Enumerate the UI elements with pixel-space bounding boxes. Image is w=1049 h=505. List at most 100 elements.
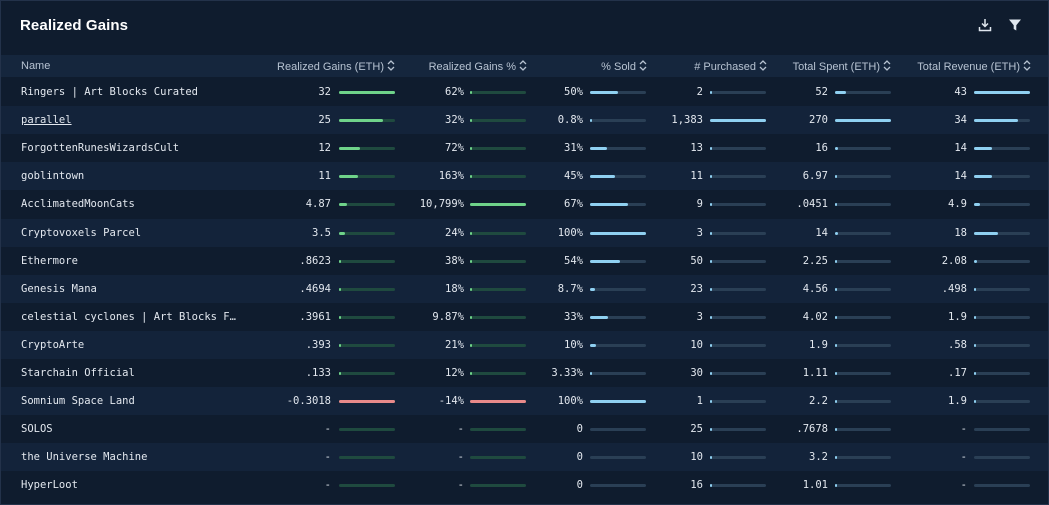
table-row[interactable]: parallel 25 32% 0.8% 1,383 270 34 <box>1 106 1048 135</box>
bar-fill <box>974 203 980 207</box>
bar-track <box>835 456 891 460</box>
column-header-realized-gains-eth[interactable]: Realized Gains (ETH) <box>253 60 395 73</box>
table-row[interactable]: Ringers | Art Blocks Curated 32 62% 50% 2 52 4… <box>1 78 1048 106</box>
cell-gains-pct: 163% <box>438 170 464 183</box>
bar-fill <box>339 287 341 291</box>
table-row[interactable]: SOLOS - - 0 25 .7678 - <box>1 415 1048 443</box>
bar-fill <box>835 231 838 235</box>
table-row[interactable]: Ethermore .8623 38% 54% 50 2.25 2.08 <box>1 247 1048 275</box>
bar-track <box>590 400 646 404</box>
filter-icon[interactable] <box>1008 18 1024 34</box>
bar-track <box>835 400 891 404</box>
bar-fill <box>470 231 472 235</box>
bar-fill <box>835 428 837 432</box>
column-header-purchased[interactable]: # Purchased <box>661 60 767 73</box>
cell-gains-pct: -14% <box>438 395 464 408</box>
bar-track <box>590 456 646 460</box>
table-row[interactable]: ForgottenRunesWizardsCult 12 72% 31% 13 16 14 <box>1 134 1048 162</box>
bar-fill <box>470 372 472 375</box>
cell-spent: 6.97 <box>802 170 828 183</box>
bar-track <box>339 119 395 123</box>
bar-track <box>339 91 395 94</box>
cell-gains: 25 <box>318 114 331 127</box>
bar-fill <box>339 175 358 179</box>
bar-track <box>835 372 891 375</box>
bar-track <box>974 231 1030 235</box>
cell-gains-pct: 38% <box>445 254 464 267</box>
cell-revenue: 34 <box>954 114 967 127</box>
panel-title: Realized Gains <box>20 17 129 34</box>
table-row[interactable]: Starchain Official .133 12% 3.33% 30 1.11 .17 <box>1 359 1048 387</box>
cell-gains: - <box>324 423 331 436</box>
bar-track <box>470 400 526 404</box>
cell-revenue: 14 <box>954 170 967 183</box>
bar-fill <box>470 287 472 291</box>
bar-fill <box>974 343 976 347</box>
cell-gains-pct: 24% <box>445 226 464 239</box>
table-row[interactable]: Genesis Mana .4694 18% 8.7% 23 4.56 .498 <box>1 274 1048 303</box>
table-row[interactable]: AcclimatedMoonCats 4.87 10,799% 67% 9 .0451 4.… <box>1 190 1048 218</box>
cell-gains: 3.5 <box>312 226 331 239</box>
cell-revenue: .17 <box>948 367 967 379</box>
table-row[interactable]: celestial cyclones | Art Blocks F… .3961 9… <box>1 303 1048 331</box>
collection-name: Starchain Official <box>21 367 135 379</box>
bar-track <box>710 91 766 94</box>
bar-fill <box>974 175 992 179</box>
bar-track <box>590 343 646 347</box>
bar-fill <box>339 91 395 94</box>
bar-fill <box>710 259 712 263</box>
bar-track <box>470 456 526 460</box>
cell-revenue: 43 <box>954 86 967 98</box>
collection-name: AcclimatedMoonCats <box>21 198 135 211</box>
bar-fill <box>710 428 712 432</box>
column-header-realized-gains-pct[interactable]: Realized Gains % <box>405 60 527 73</box>
cell-sold: 50% <box>564 86 583 98</box>
cell-revenue: - <box>960 423 967 436</box>
collection-name: CryptoArte <box>21 338 85 351</box>
cell-sold: 45% <box>564 170 583 183</box>
sort-icon <box>883 60 891 71</box>
column-header-total-revenue[interactable]: Total Revenue (ETH) <box>896 60 1031 73</box>
collection-name: celestial cyclones | Art Blocks F… <box>21 310 236 323</box>
bar-track <box>835 343 891 347</box>
bar-track <box>590 372 646 375</box>
bar-fill <box>470 315 472 319</box>
bar-track <box>835 175 891 179</box>
bar-fill <box>339 372 341 375</box>
cell-gains: - <box>324 479 331 492</box>
cell-gains-pct: 9.87% <box>432 310 464 323</box>
download-icon[interactable] <box>978 18 994 34</box>
cell-gains: 11 <box>318 170 331 183</box>
bar-track <box>470 287 526 291</box>
table-row[interactable]: goblintown 11 163% 45% 11 6.97 14 <box>1 162 1048 191</box>
bar-fill <box>974 259 977 263</box>
bar-fill <box>835 315 837 319</box>
cell-purchased: 3 <box>696 310 703 323</box>
bar-track <box>835 259 891 263</box>
bar-track <box>590 91 646 94</box>
table-row[interactable]: the Universe Machine - - 0 10 3.2 - <box>1 443 1048 472</box>
table-row[interactable]: CryptoArte .393 21% 10% 10 1.9 .58 <box>1 330 1048 359</box>
cell-revenue: .58 <box>948 338 967 351</box>
collection-name[interactable]: parallel <box>21 114 72 127</box>
cell-gains: - <box>324 451 331 464</box>
column-header-pct-sold[interactable]: % Sold <box>561 60 647 73</box>
bar-fill <box>835 456 837 460</box>
bar-fill <box>470 400 526 404</box>
cell-gains: 12 <box>318 142 331 155</box>
bar-track <box>974 259 1030 263</box>
bar-track <box>339 456 395 460</box>
cell-sold: 54% <box>564 254 583 267</box>
table-row[interactable]: Somnium Space Land -0.3018 -14% 100% 1 2.2 1.9 <box>1 387 1048 416</box>
bar-track <box>470 259 526 263</box>
bar-track <box>339 315 395 319</box>
bar-track <box>710 372 766 375</box>
collection-name: HyperLoot <box>21 479 78 492</box>
table-row[interactable]: Cryptovoxels Parcel 3.5 24% 100% 3 14 18 <box>1 218 1048 247</box>
column-header-name[interactable]: Name <box>21 60 51 72</box>
table-row[interactable]: HyperLoot - - 0 16 1.01 - <box>1 471 1048 499</box>
column-header-total-spent[interactable]: Total Spent (ETH) <box>771 60 891 73</box>
bar-track <box>974 484 1030 488</box>
cell-gains-pct: 12% <box>445 367 464 379</box>
bar-track <box>974 343 1030 347</box>
